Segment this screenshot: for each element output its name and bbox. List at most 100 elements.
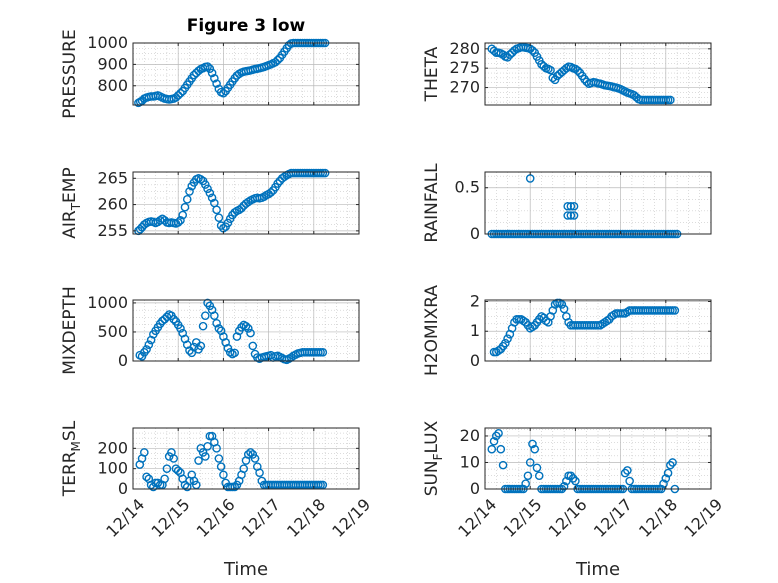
data-point — [491, 431, 501, 441]
y-axis-label-main: THETA — [422, 46, 442, 102]
data-point — [182, 195, 192, 204]
axes-box — [132, 42, 360, 106]
y-tick-label: 200 — [97, 438, 128, 457]
data-point — [498, 460, 508, 470]
data-point — [212, 79, 221, 88]
y-axis-label: TERRMSL — [60, 420, 83, 497]
subplot-1: 800 900 1000 PRESSURE Figure 3 low — [60, 16, 360, 119]
data-point — [666, 460, 675, 470]
data-point — [259, 192, 269, 201]
data-point — [210, 311, 219, 320]
subplot-5: 0 500 1000 MIXDEPTH — [60, 286, 360, 375]
subplot-8: 12/14 12/15 12/16 12/17 12/18 12/19 0 10 20 SUNFL… — [422, 420, 726, 580]
y-tick-label: 280 — [449, 39, 480, 58]
y-tick-label: 0 — [470, 479, 480, 498]
data-point — [203, 62, 212, 71]
y-tick-label: 0 — [118, 351, 128, 370]
data-point — [505, 50, 515, 59]
y-tick-label: 100 — [97, 459, 128, 478]
data-point — [196, 341, 206, 351]
y-axis-label: H2OMIXRA — [422, 285, 442, 376]
data-point — [666, 95, 675, 105]
data-point — [210, 73, 219, 83]
data-point — [169, 314, 178, 324]
y-tick-label: 265 — [97, 168, 128, 187]
data-point — [230, 348, 239, 358]
data-point — [670, 306, 680, 315]
data-point — [230, 208, 239, 217]
data-point — [663, 468, 673, 478]
subplot-4: 0 0.5 RAINFALL — [422, 163, 712, 243]
data-point — [139, 448, 149, 457]
data-point — [569, 201, 579, 211]
data-point — [198, 321, 208, 331]
data-point — [214, 324, 224, 333]
data-point — [243, 324, 253, 333]
y-axis-label-main: TERR — [60, 451, 80, 497]
data-point — [523, 471, 533, 481]
data-point — [201, 311, 210, 320]
x-tick-label: 12/15 — [147, 495, 193, 541]
data-point — [559, 482, 569, 491]
x-tick-label: 12/15 — [499, 495, 545, 541]
data-point — [280, 172, 289, 182]
data-point — [176, 88, 185, 98]
data-point — [546, 65, 555, 75]
data-point — [237, 203, 246, 213]
y-axis-label-main: H2OMIXRA — [422, 285, 442, 376]
y-tick-label: 2 — [470, 291, 480, 310]
y-tick-label: 1000 — [87, 293, 128, 312]
data-point — [212, 318, 221, 328]
data-point — [180, 202, 190, 212]
data-point — [173, 466, 183, 476]
data-point — [503, 334, 512, 343]
data-point — [207, 68, 217, 78]
data-point — [216, 462, 226, 471]
axes-box — [132, 299, 360, 362]
data-point — [212, 205, 221, 215]
data-point — [534, 471, 544, 481]
data-point — [178, 210, 188, 220]
data-point — [207, 193, 217, 203]
data-point — [162, 464, 172, 473]
data-point — [176, 324, 185, 333]
data-point — [203, 441, 212, 451]
data-point — [528, 46, 537, 55]
data-point — [566, 471, 576, 481]
data-point — [563, 201, 573, 211]
data-point — [557, 300, 567, 309]
y-axis-label: RAINFALL — [422, 163, 442, 243]
data-point — [160, 314, 169, 324]
data-point — [566, 201, 576, 211]
axes-box — [484, 42, 712, 106]
y-tick-label: 900 — [97, 54, 128, 73]
data-point — [548, 73, 558, 83]
axes-box — [484, 171, 712, 235]
data-point — [659, 479, 668, 488]
data-point — [271, 57, 280, 67]
data-point — [153, 478, 163, 488]
data-point — [223, 218, 233, 228]
data-point — [266, 188, 276, 197]
data-point — [243, 197, 253, 207]
y-tick-label: 10 — [460, 452, 480, 471]
y-tick-label: 270 — [449, 78, 480, 97]
data-point — [571, 476, 580, 486]
data-point — [173, 91, 183, 100]
subplot-3: 255 260 265 AIRTEMP — [60, 167, 360, 240]
data-point — [230, 482, 239, 492]
data-point — [194, 66, 203, 76]
x-tick-label: 12/19 — [328, 495, 374, 541]
y-tick-label: 800 — [97, 76, 128, 95]
data-point — [539, 61, 549, 71]
y-axis-label-subscript: M — [69, 441, 83, 451]
data-point — [318, 347, 328, 357]
y-axis-label: AIRTEMP — [60, 167, 83, 238]
data-point — [489, 436, 499, 446]
data-point — [525, 458, 535, 467]
data-point — [521, 479, 530, 488]
y-axis-label-main: PRESSURE — [60, 29, 80, 118]
y-tick-label: 0 — [470, 351, 480, 370]
